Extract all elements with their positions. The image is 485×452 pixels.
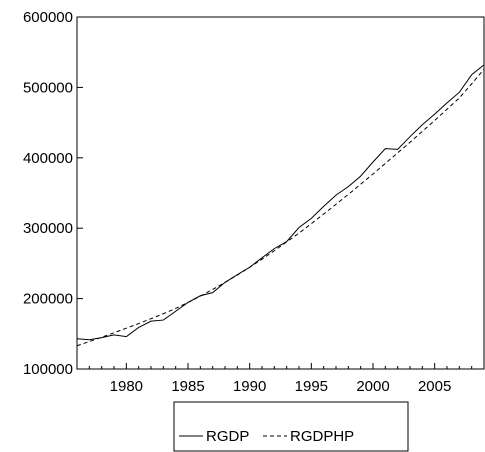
x-tick-label: 1985	[171, 378, 204, 395]
plot-frame	[76, 16, 485, 370]
x-tick-label: 1995	[295, 378, 328, 395]
x-tick-label: 2000	[356, 378, 389, 395]
series-layer	[76, 64, 485, 347]
legend-label-rgdp: RGDP	[206, 428, 249, 445]
axes: 100000 200000 300000 400000 500000 600000 1980…	[23, 9, 485, 395]
series-line-rgdphp	[76, 68, 485, 347]
y-tick-label: 600000	[23, 9, 73, 26]
y-tick-label: 500000	[23, 79, 73, 96]
y-tick-label: 100000	[23, 361, 73, 378]
x-tick-label: 1990	[233, 378, 266, 395]
y-tick-label: 400000	[23, 150, 73, 167]
y-tick-label: 200000	[23, 291, 73, 308]
series-line-rgdp	[76, 64, 485, 341]
legend: RGDP RGDPHP	[173, 401, 409, 452]
legend-label-rgdphp: RGDPHP	[290, 428, 354, 445]
x-tick-label: 1980	[110, 378, 143, 395]
legend-box	[173, 401, 409, 452]
x-tick-label: 2005	[418, 378, 451, 395]
y-tick-label: 300000	[23, 220, 73, 237]
